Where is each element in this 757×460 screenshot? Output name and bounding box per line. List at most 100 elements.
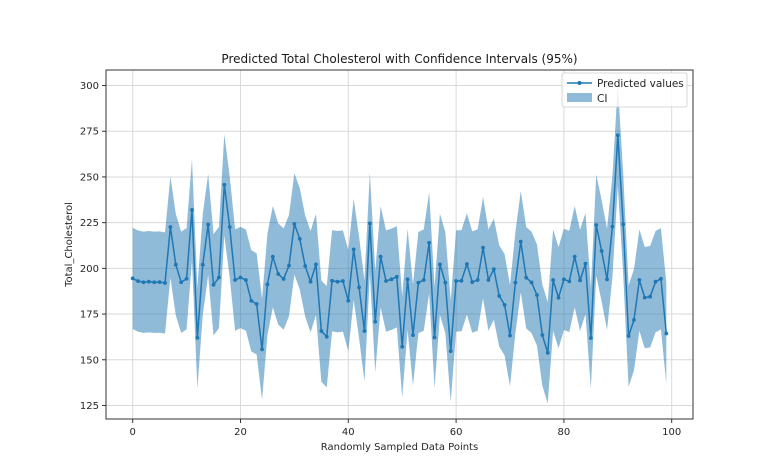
prediction-point (227, 225, 232, 229)
prediction-point (427, 240, 432, 245)
prediction-point (664, 331, 669, 336)
prediction-point (562, 277, 566, 282)
prediction-point (411, 333, 415, 337)
prediction-point (319, 329, 324, 333)
prediction-point (394, 274, 399, 279)
prediction-point (486, 278, 491, 282)
prediction-line-layer (130, 133, 669, 355)
prediction-point (157, 280, 162, 284)
y-tick-label: 150 (80, 355, 99, 366)
prediction-point (179, 280, 184, 285)
prediction-point (238, 275, 243, 280)
legend-ci-patch (567, 93, 592, 102)
prediction-point (281, 277, 286, 281)
prediction-point (583, 261, 588, 266)
prediction-point (572, 254, 577, 259)
ci-band (132, 84, 667, 404)
prediction-point (146, 279, 151, 284)
prediction-point (448, 349, 453, 354)
prediction-point (578, 278, 582, 283)
prediction-point (529, 280, 534, 285)
prediction-point (567, 279, 572, 284)
prediction-point (659, 276, 663, 281)
prediction-point (443, 280, 448, 285)
prediction-point (605, 277, 609, 282)
prediction-point (432, 335, 437, 340)
legend: Predicted values CI (561, 72, 688, 108)
prediction-point (330, 278, 335, 283)
prediction-point (642, 295, 647, 300)
prediction-point (481, 245, 485, 250)
chart-title: Predicted Total Cholesterol with Confide… (221, 52, 577, 66)
prediction-point (545, 350, 550, 355)
prediction-point (491, 267, 496, 271)
prediction-point (378, 254, 383, 259)
prediction-point (556, 295, 561, 300)
prediction-point (551, 278, 556, 282)
prediction-point (454, 279, 458, 283)
prediction-point (524, 275, 529, 280)
y-tick-label: 200 (80, 264, 99, 275)
prediction-point (303, 264, 308, 268)
prediction-point (475, 278, 480, 282)
prediction-point (341, 279, 345, 283)
prediction-point (637, 278, 642, 282)
y-tick-label: 250 (80, 172, 99, 183)
prediction-point (152, 280, 157, 285)
y-tick-label: 225 (80, 218, 99, 229)
prediction-point (518, 239, 523, 244)
prediction-point (464, 262, 469, 266)
prediction-point (459, 278, 464, 283)
prediction-point (389, 277, 394, 282)
prediction-point (184, 276, 189, 281)
ticks: 0 20 40 60 80 100 125 150 175 200 225 250 275 300 (80, 81, 681, 438)
x-tick-label: 100 (662, 427, 681, 438)
prediction-point (615, 133, 620, 138)
prediction-point (346, 298, 351, 303)
prediction-point (265, 282, 270, 287)
prediction-point (438, 262, 442, 267)
prediction-point (335, 279, 340, 284)
prediction-point (648, 294, 653, 299)
prediction-point (535, 293, 539, 297)
prediction-point (141, 280, 146, 285)
prediction-point (351, 247, 356, 252)
prediction-point (206, 222, 211, 227)
prediction-point (497, 294, 502, 298)
prediction-point (195, 335, 200, 340)
prediction-point (513, 280, 518, 285)
prediction-point (233, 278, 238, 282)
legend-label-predicted: Predicted values (597, 78, 684, 90)
prediction-point (287, 263, 291, 268)
prediction-point (168, 225, 173, 229)
legend-box (561, 72, 688, 108)
x-tick-label: 80 (558, 427, 571, 438)
prediction-point (362, 329, 367, 333)
prediction-point (405, 277, 410, 282)
x-tick-label: 60 (450, 427, 463, 438)
prediction-point (632, 318, 636, 322)
prediction-point (276, 272, 281, 276)
x-tick-label: 0 (129, 427, 135, 438)
prediction-point (653, 279, 658, 284)
prediction-point (502, 303, 507, 307)
prediction-point (292, 222, 297, 226)
y-axis-label: Total_Cholesterol (64, 202, 75, 288)
prediction-point (324, 334, 329, 339)
prediction-point (384, 279, 388, 283)
x-tick-label: 20 (234, 427, 247, 438)
legend-label-ci: CI (597, 93, 607, 105)
prediction-point (297, 237, 302, 241)
y-tick-label: 175 (80, 310, 99, 321)
prediction-point (254, 302, 259, 306)
prediction-point (621, 222, 626, 227)
prediction-point (373, 319, 378, 324)
axes-frame (105, 69, 694, 420)
prediction-point (314, 262, 318, 267)
prediction-point (416, 280, 421, 285)
y-tick-label: 300 (80, 81, 99, 92)
prediction-point (400, 344, 405, 349)
prediction-point (243, 278, 248, 282)
